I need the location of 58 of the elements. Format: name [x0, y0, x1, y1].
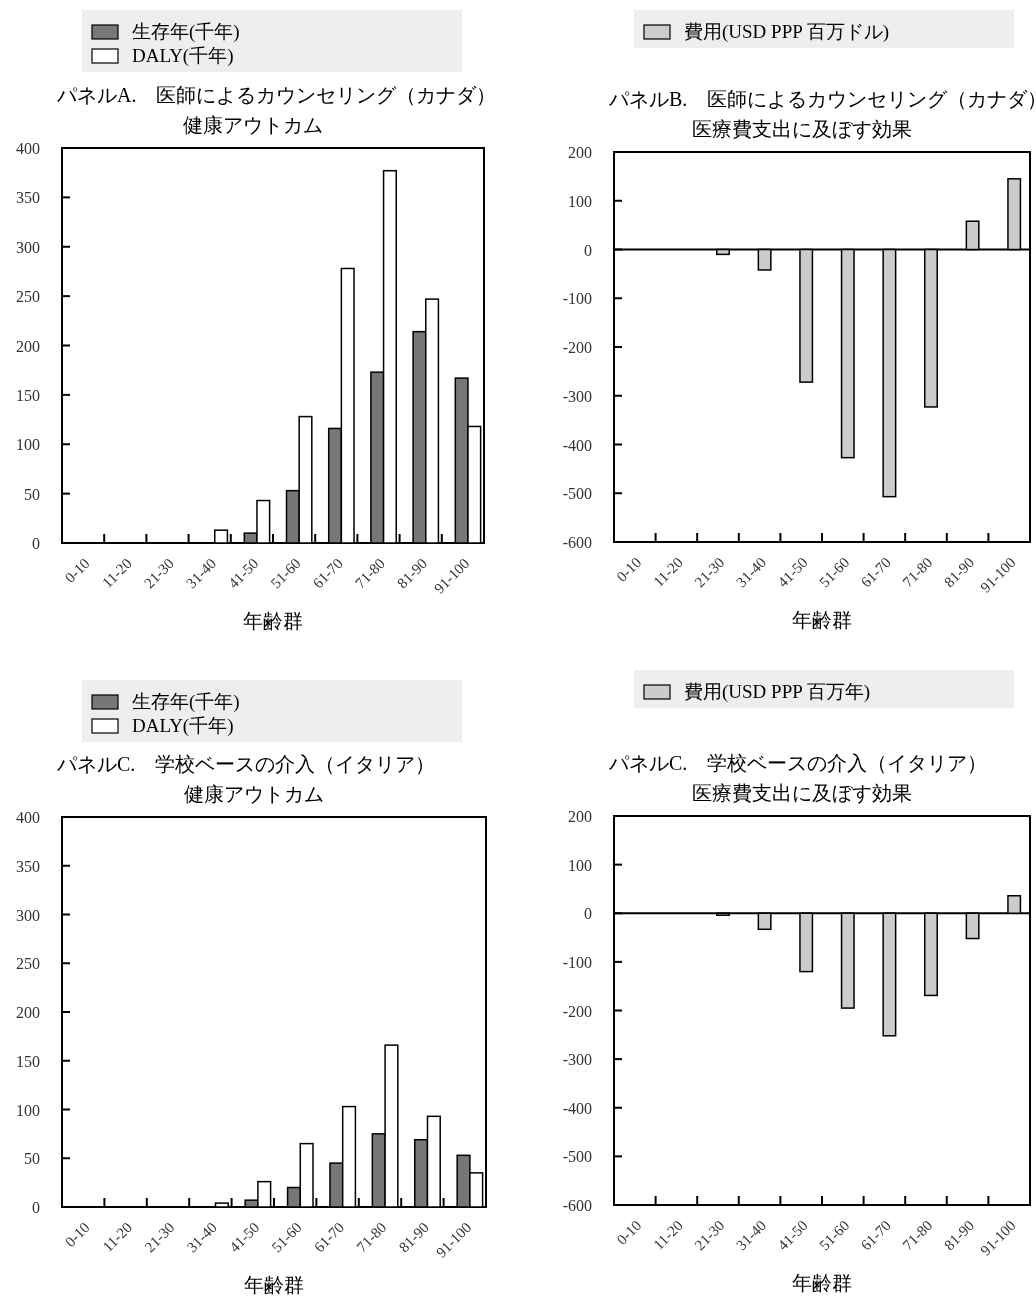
- y-tick-label: -500: [562, 1148, 592, 1166]
- y-tick-label: 200: [16, 1004, 40, 1021]
- chart-title: パネルC. 学校ベースの介入（イタリア）: [608, 752, 988, 774]
- x-axis-title: 年齢群: [792, 1272, 852, 1294]
- chart-subtitle: 医療費支出に及ぼす効果: [692, 118, 912, 140]
- chart-subtitle: 健康アウトカム: [184, 783, 324, 805]
- x-tick-label: 0-10: [61, 555, 93, 586]
- y-tick-label: 200: [16, 337, 40, 355]
- chart-title: パネルC. 学校ベースの介入（イタリア）: [56, 753, 436, 775]
- y-tick-label: 0: [584, 905, 592, 923]
- y-tick-label: 100: [16, 436, 40, 454]
- x-axis-title: 年齢群: [792, 609, 852, 631]
- y-tick-label: 250: [16, 955, 40, 973]
- y-tick-label: 100: [568, 192, 592, 210]
- y-tick-label: 200: [568, 808, 592, 825]
- y-tick-label: -100: [562, 290, 592, 308]
- y-tick-label: -300: [562, 387, 592, 405]
- y-tick-label: -400: [562, 436, 592, 454]
- y-tick-label: 200: [568, 144, 592, 161]
- y-tick-label: 300: [16, 906, 40, 924]
- chart-title: パネルB. 医師によるカウンセリング（カナダ）: [608, 88, 1036, 110]
- y-tick-label: -600: [562, 534, 592, 551]
- y-tick-label: 100: [568, 856, 592, 874]
- y-tick-label: -100: [562, 953, 592, 971]
- y-tick-label: -600: [562, 1197, 592, 1214]
- y-tick-label: 150: [16, 1052, 40, 1070]
- x-axis-title: 年齢群: [243, 610, 303, 632]
- x-tick-label: 0-10: [613, 1217, 645, 1248]
- y-tick-label: 0: [32, 535, 40, 552]
- y-tick-label: 50: [24, 485, 40, 503]
- y-tick-label: 100: [16, 1101, 40, 1119]
- legend-label: 生存年(千年): [132, 691, 240, 713]
- y-tick-label: -200: [562, 339, 592, 356]
- x-tick-label: 0-10: [61, 1219, 93, 1250]
- chart-subtitle: 医療費支出に及ぼす効果: [692, 782, 912, 804]
- x-tick-label: 0-10: [613, 554, 645, 585]
- y-tick-label: 150: [16, 386, 40, 404]
- x-axis-title: 年齢群: [244, 1274, 304, 1296]
- y-tick-label: 0: [584, 241, 592, 259]
- y-tick-label: -200: [562, 1002, 592, 1020]
- y-tick-label: 350: [16, 857, 40, 875]
- y-tick-label: -500: [562, 485, 592, 503]
- legend-label: DALY(千年): [132, 715, 234, 737]
- chart-title: パネルA. 医師によるカウンセリング（カナダ）: [56, 84, 497, 106]
- y-tick-label: 0: [32, 1199, 40, 1216]
- y-tick-label: 350: [16, 189, 40, 207]
- legend-label: 費用(USD PPP 百万ドル): [684, 21, 890, 43]
- y-tick-label: 250: [16, 288, 40, 306]
- legend-label: 費用(USD PPP 百万年): [684, 681, 871, 703]
- legend-label: 生存年(千年): [132, 21, 240, 43]
- y-tick-label: -300: [562, 1051, 592, 1069]
- legend-label: DALY(千年): [132, 45, 234, 67]
- y-tick-label: -400: [562, 1099, 592, 1117]
- y-tick-label: 400: [16, 140, 40, 157]
- chart-subtitle: 健康アウトカム: [183, 114, 323, 136]
- y-tick-label: 50: [24, 1150, 40, 1168]
- y-tick-label: 300: [16, 238, 40, 256]
- y-tick-label: 400: [16, 809, 40, 826]
